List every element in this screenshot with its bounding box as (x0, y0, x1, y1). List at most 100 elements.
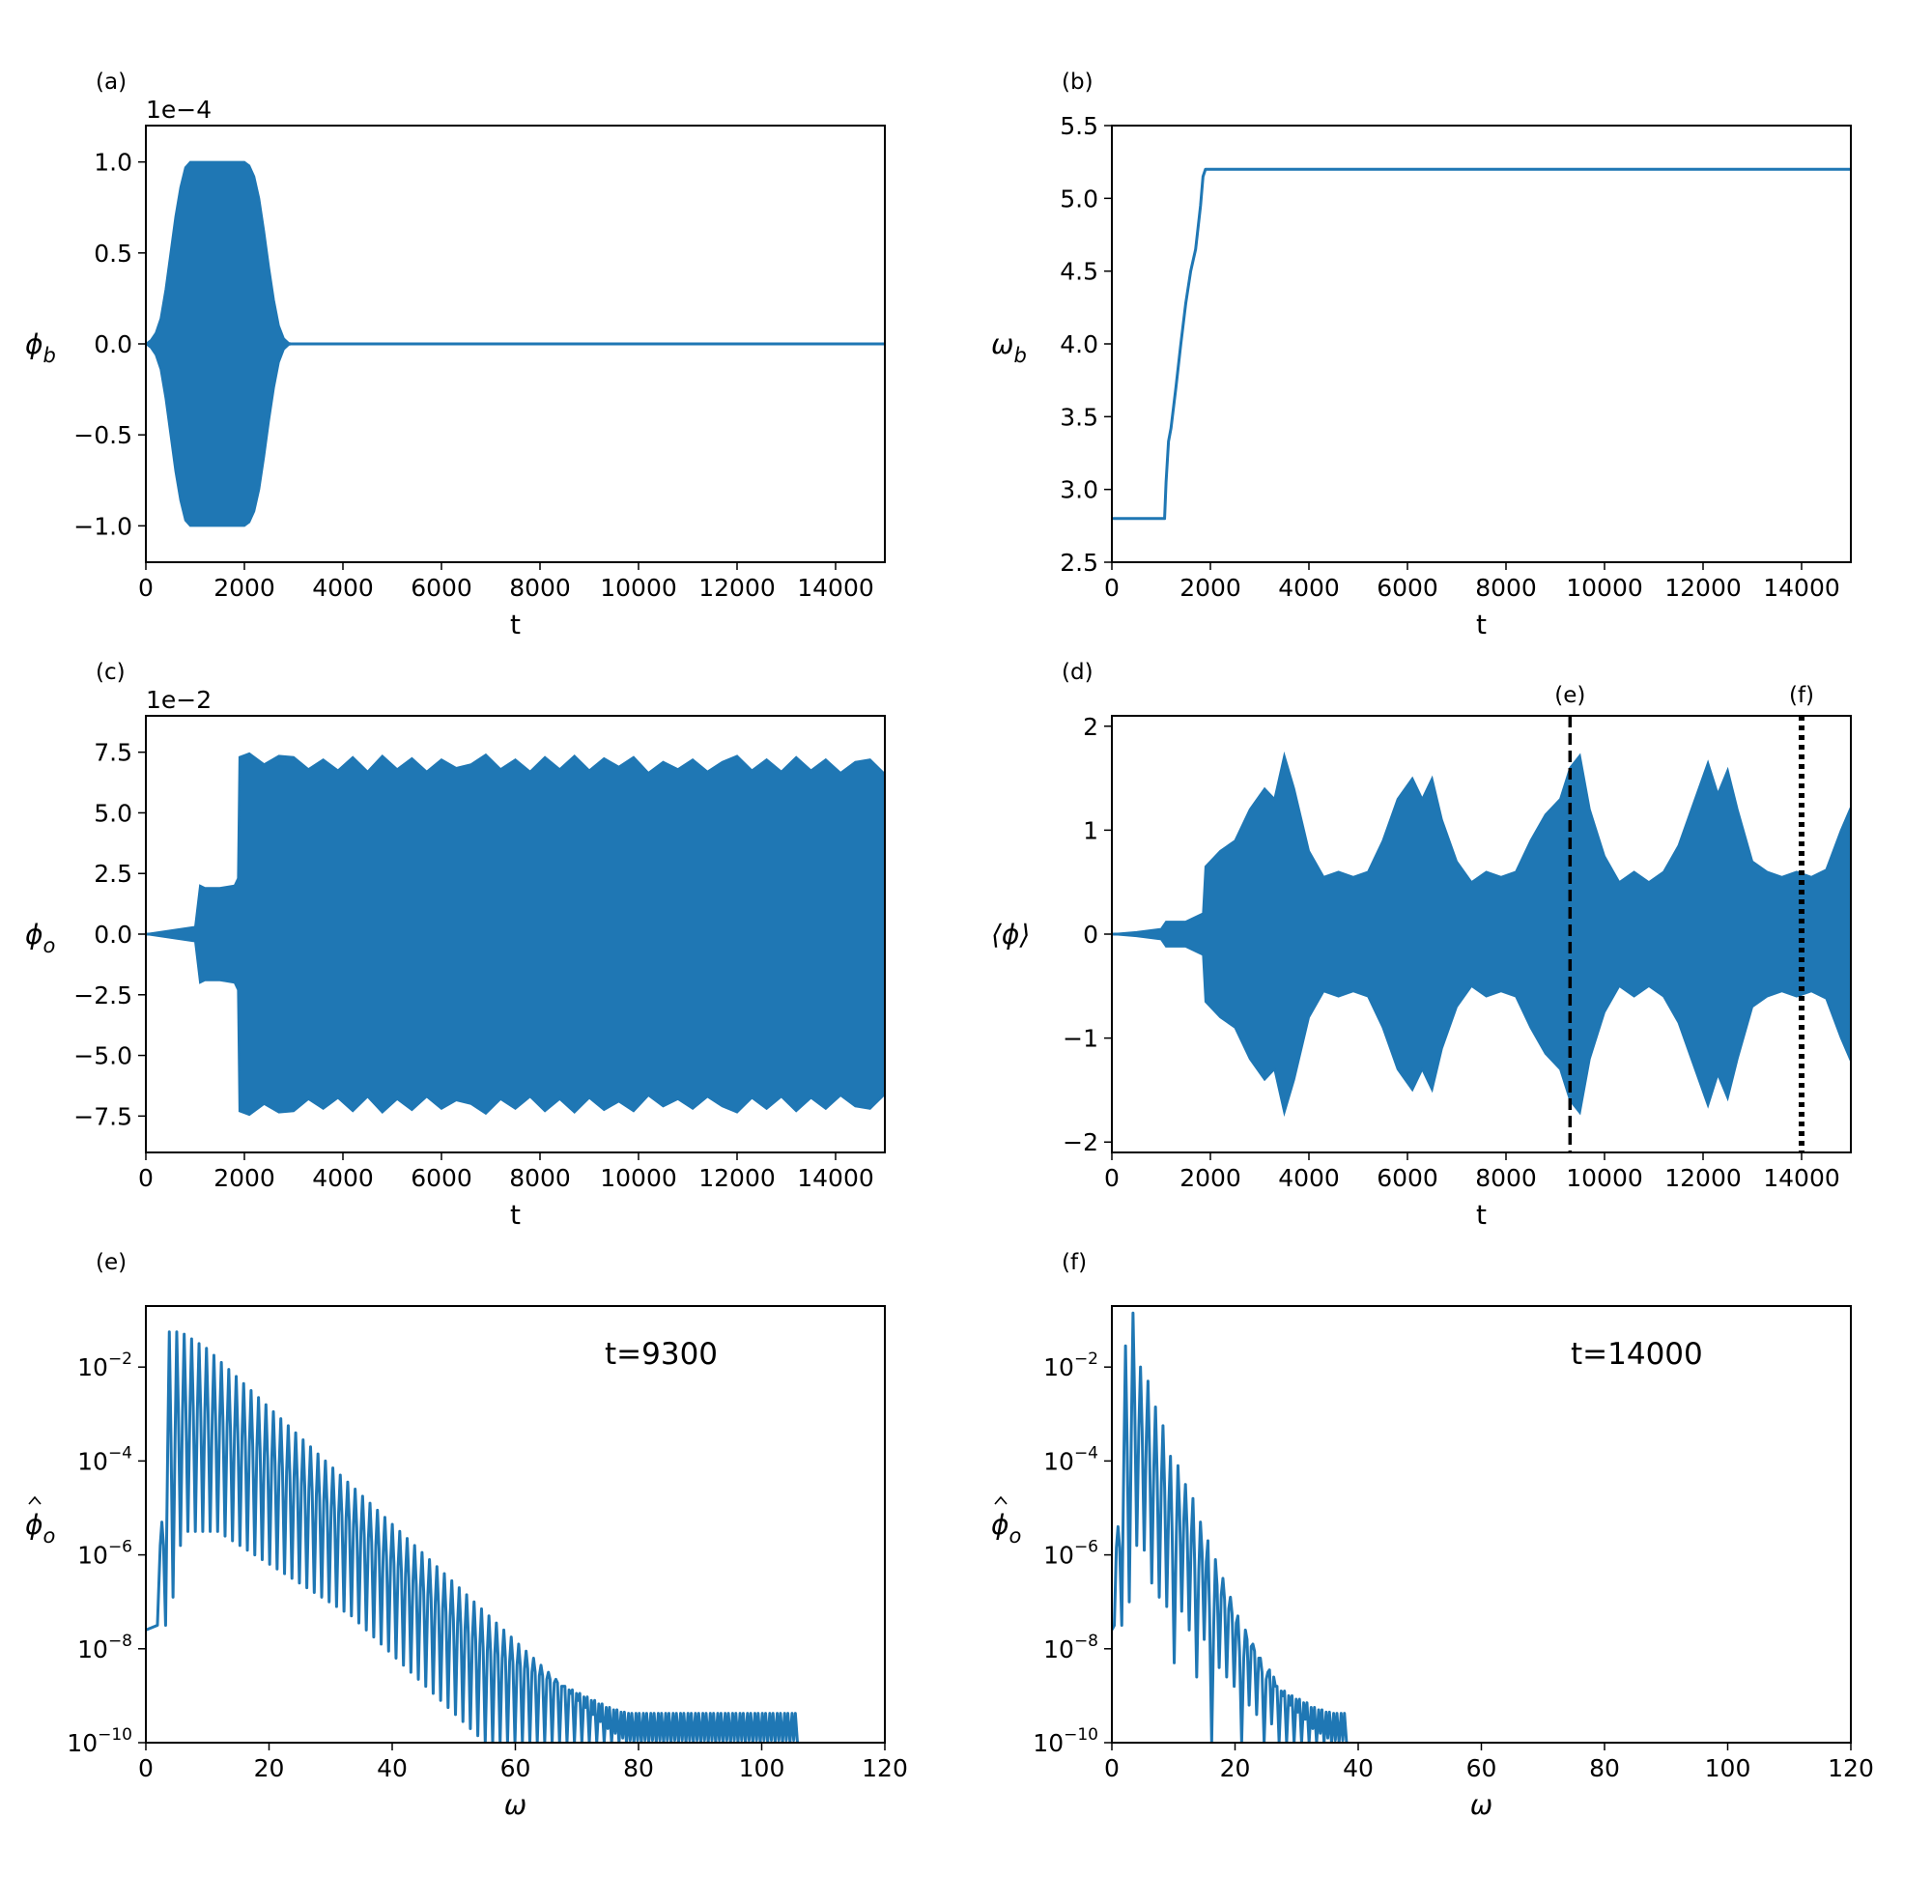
plot-area-f (1112, 1311, 1349, 1743)
x-tick-label: 0 (138, 1164, 154, 1192)
y-tick-label: 10−8 (1043, 1632, 1098, 1663)
y-tick-label: 1.0 (94, 149, 132, 177)
y-tick-label: 3.5 (1060, 403, 1098, 431)
x-tick-label: 8000 (509, 574, 571, 602)
x-tick-label: 8000 (509, 1164, 571, 1192)
x-tick-label: 80 (623, 1754, 654, 1782)
x-tick-label: 120 (862, 1754, 908, 1782)
x-tick-label: 40 (377, 1754, 408, 1782)
y-tick-label: 10−4 (77, 1443, 132, 1475)
plot-area-e (146, 1330, 799, 1743)
x-tick-label: 0 (138, 1754, 154, 1782)
x-tick-label: 60 (500, 1754, 531, 1782)
panel-label: (a) (96, 70, 127, 95)
y-tick-label: −2.5 (73, 981, 132, 1009)
y-tick-label: −7.5 (73, 1102, 132, 1130)
plot-area-c (146, 752, 885, 1117)
x-axis-label: ω (1470, 1789, 1492, 1821)
hat-mark (28, 1495, 42, 1505)
x-tick-label: 12000 (698, 1164, 776, 1192)
x-tick-label: 6000 (1377, 574, 1438, 602)
series-line (1112, 167, 1851, 521)
panel-d: (e) (f) 0 2000 4000 6000 8000 10000 12000 14000 −2… (991, 660, 1852, 1231)
panel-label: (d) (1062, 660, 1094, 685)
y-tick-label: −0.5 (73, 421, 132, 449)
y-tick-label: 10−2 (77, 1350, 132, 1381)
y-axis-label: ωb (991, 328, 1027, 367)
x-tick-label: 2000 (213, 1164, 275, 1192)
y-tick-label: 2 (1083, 713, 1098, 741)
y-tick-label: 2.5 (94, 860, 132, 888)
x-tick-label: 14000 (1763, 1164, 1840, 1192)
x-tick-label: 10000 (600, 1164, 677, 1192)
y-tick-label: 3.0 (1060, 476, 1098, 504)
panel-b: 0 2000 4000 6000 8000 10000 12000 14000 2.5 3.0 3.… (991, 70, 1852, 640)
y-tick-label: 10−10 (1033, 1725, 1098, 1757)
y-tick-label: 10−6 (77, 1538, 132, 1570)
time-annotation: t=14000 (1571, 1337, 1703, 1372)
spectrum-line (146, 1330, 799, 1743)
x-axis-label: t (510, 609, 521, 640)
y-tick-label: 10−10 (67, 1725, 132, 1757)
x-tick-label: 8000 (1475, 1164, 1537, 1192)
y-axis-label: ϕo (25, 919, 55, 957)
plot-area-d (1112, 751, 1851, 1118)
axes-frame (1111, 125, 1852, 563)
panel-a: 0 2000 4000 6000 8000 10000 12000 14000 −1.0 −0.5… (25, 70, 886, 640)
panel-e: 0 20 40 60 80 100 120 10−10 10−8 10−6 10−4 10−2 (e) ω… (25, 1250, 908, 1821)
y-axis-label: ϕo (991, 1509, 1021, 1548)
panel-c: 0 2000 4000 6000 8000 10000 12000 14000 −7.5 −5.0… (25, 660, 886, 1231)
y-tick-label: 10−4 (1043, 1443, 1098, 1475)
x-tick-label: 14000 (797, 574, 874, 602)
y-tick-label: 7.5 (94, 739, 132, 767)
x-tick-label: 10000 (600, 574, 677, 602)
y-axis-label: ϕo (25, 1509, 55, 1548)
x-tick-label: 12000 (698, 574, 776, 602)
offset-label: 1e−4 (146, 96, 212, 124)
x-axis-label: ω (504, 1789, 526, 1821)
y-tick-label: −1 (1063, 1025, 1098, 1053)
x-tick-label: 14000 (797, 1164, 874, 1192)
y-tick-label: 4.0 (1060, 330, 1098, 358)
axes-frame (1111, 1305, 1852, 1744)
x-tick-label: 2000 (1179, 1164, 1241, 1192)
x-tick-label: 10000 (1566, 1164, 1643, 1192)
y-axis-label: ϕb (25, 328, 56, 367)
x-tick-label: 4000 (1278, 574, 1340, 602)
y-tick-label: 1 (1083, 816, 1098, 844)
x-tick-label: 6000 (1377, 1164, 1438, 1192)
x-tick-label: 12000 (1664, 574, 1742, 602)
x-axis-label: t (510, 1199, 521, 1231)
x-tick-label: 6000 (411, 574, 472, 602)
x-axis-label: t (1476, 609, 1487, 640)
x-tick-label: 0 (138, 574, 154, 602)
vline-label: (e) (1554, 683, 1585, 708)
panel-label: (f) (1062, 1250, 1087, 1275)
y-tick-label: 10−2 (1043, 1350, 1098, 1381)
x-tick-label: 4000 (1278, 1164, 1340, 1192)
y-tick-label: 2.5 (1060, 549, 1098, 577)
y-tick-label: 10−6 (1043, 1538, 1098, 1570)
x-tick-label: 100 (1705, 1754, 1751, 1782)
y-tick-label: −5.0 (73, 1042, 132, 1070)
x-tick-label: 10000 (1566, 574, 1643, 602)
x-tick-label: 0 (1104, 574, 1120, 602)
x-tick-label: 2000 (1179, 574, 1241, 602)
hat-mark (994, 1495, 1008, 1505)
x-tick-label: 8000 (1475, 574, 1537, 602)
panel-f: 0 20 40 60 80 100 120 10−10 10−8 10−6 10−4 10−2 (f) ω… (991, 1250, 1874, 1821)
panel-label: (c) (96, 660, 126, 685)
offset-label: 1e−2 (146, 686, 212, 714)
y-tick-label: 0.5 (94, 240, 132, 268)
x-tick-label: 14000 (1763, 574, 1840, 602)
x-tick-label: 4000 (312, 1164, 374, 1192)
x-tick-label: 120 (1828, 1754, 1874, 1782)
x-tick-label: 40 (1343, 1754, 1374, 1782)
y-tick-label: 5.5 (1060, 112, 1098, 140)
y-tick-label: 4.5 (1060, 258, 1098, 286)
y-tick-label: 0.0 (94, 921, 132, 949)
time-annotation: t=9300 (605, 1337, 718, 1372)
x-tick-label: 12000 (1664, 1164, 1742, 1192)
x-tick-label: 60 (1466, 1754, 1497, 1782)
